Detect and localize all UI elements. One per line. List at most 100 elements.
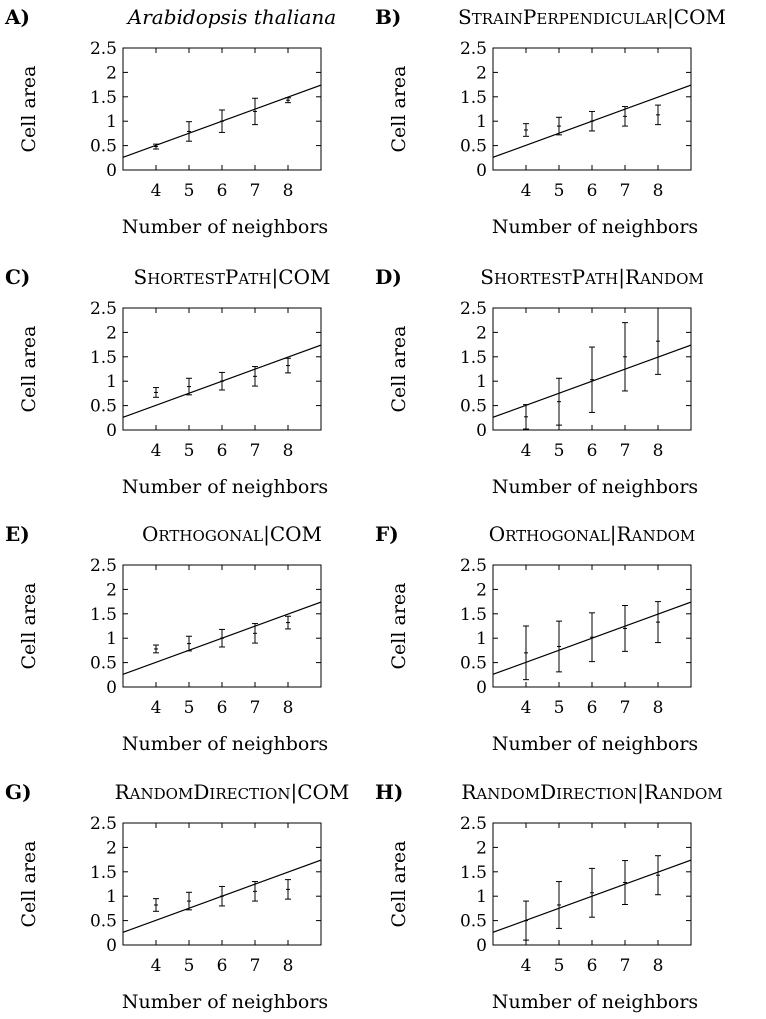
panel-h: H) RANDOMDIRECTION|RANDOM 0 0.5 1 1.5 2 2.5 4 5 6 7… [375,780,723,1013]
x-tick-label: 5 [184,441,195,461]
y-tick-label: 0.5 [90,137,117,157]
x-tick-label: 8 [283,181,294,201]
panel-title: RANDOMDIRECTION|COM [115,780,350,805]
panel-label: G) [5,780,32,804]
y-tick-label: 2.5 [460,556,487,576]
y-tick-label: 1.5 [460,863,487,883]
data-point [523,625,529,681]
y-tick-label: 0.5 [90,912,117,932]
x-tick-label: 8 [653,698,664,718]
data-point [622,322,628,392]
x-tick-label: 4 [151,956,162,976]
panel-g: G) RANDOMDIRECTION|COM 0 0.5 1 1.5 2 2.5 4 5 6 7 8 Nu… [5,780,349,1013]
panel-label: B) [375,5,401,29]
data-point [186,891,192,911]
x-tick-label: 8 [653,441,664,461]
data-point [556,881,562,929]
panel-d: D) SHORTESTPATH|RANDOM 0 0.5 1 1.5 2 2.5 4 5 6 7 8 Nu… [375,265,704,498]
y-tick-label: 2 [106,63,117,83]
data-point [153,143,159,150]
y-tick-label: 0.5 [460,137,487,157]
x-tick-label: 4 [521,698,532,718]
x-tick-label: 5 [554,181,565,201]
x-axis-title: Number of neighbors [492,216,698,238]
x-tick-label: 7 [620,698,631,718]
x-tick-label: 6 [587,441,598,461]
x-tick-label: 8 [653,181,664,201]
y-tick-label: 0.5 [460,912,487,932]
x-tick-label: 5 [184,698,195,718]
data-point [252,881,258,902]
x-tick-label: 4 [521,441,532,461]
y-tick-label: 1.5 [90,88,117,108]
y-axis-title: Cell area [388,841,410,928]
x-tick-label: 6 [217,956,228,976]
x-tick-label: 6 [587,956,598,976]
panel-title: SHORTESTPATH|COM [134,265,331,290]
panel-title: ORTHOGONAL|COM [142,522,322,547]
y-tick-label: 1.5 [90,605,117,625]
x-tick-label: 6 [217,181,228,201]
x-tick-label: 5 [554,441,565,461]
x-axis-title: Number of neighbors [492,991,698,1013]
x-tick-label: 7 [620,181,631,201]
x-tick-label: 7 [250,956,261,976]
panel-title: RANDOMDIRECTION|RANDOM [461,780,722,805]
y-tick-label: 2 [106,323,117,343]
x-tick-label: 5 [554,698,565,718]
plot-frame [122,307,322,431]
x-tick-label: 4 [151,441,162,461]
y-tick-label: 2 [106,838,117,858]
y-tick-label: 2.5 [90,556,117,576]
y-axis-title: Cell area [388,66,410,153]
y-tick-label: 1 [476,887,487,907]
data-point [186,377,192,396]
plot-frame [122,47,322,171]
y-tick-label: 1.5 [460,605,487,625]
data-point [186,121,192,142]
x-tick-label: 8 [283,698,294,718]
y-tick-label: 0.5 [90,397,117,417]
x-tick-label: 4 [521,181,532,201]
data-point [523,123,529,137]
y-tick-label: 2.5 [90,814,117,834]
data-point [285,879,291,900]
data-point [186,635,192,652]
data-point [219,628,225,648]
data-point [655,855,661,896]
y-tick-label: 2 [476,838,487,858]
plot-frame [122,822,322,946]
panel-c: C) SHORTESTPATH|COM 0 0.5 1 1.5 2 2.5 4 5 6 7 8 Numbe… [5,265,330,498]
panel-title: SHORTESTPATH|RANDOM [480,265,703,290]
y-tick-label: 2.5 [460,814,487,834]
y-tick-label: 0 [476,161,487,181]
plot-frame [122,564,322,688]
x-axis-title: Number of neighbors [122,991,328,1013]
data-point [655,308,661,375]
data-point [153,898,159,912]
panel-e: E) ORTHOGONAL|COM 0 0.5 1 1.5 2 2.5 4 5 6 7 8 Number … [5,522,328,755]
x-axis-title: Number of neighbors [122,476,328,498]
y-tick-label: 0.5 [90,654,117,674]
y-axis-title: Cell area [18,841,40,928]
y-tick-label: 0.5 [460,397,487,417]
y-tick-label: 0 [106,161,117,181]
data-point [589,110,595,132]
x-axis-title: Number of neighbors [122,733,328,755]
data-point [556,377,562,426]
panel-b: B) STRAINPERPENDICULAR|COM 0 0.5 1 1.5 2 2.5 4 5 6… [375,5,726,238]
data-point [655,104,661,126]
x-axis-title: Number of neighbors [122,216,328,238]
x-tick-label: 4 [151,181,162,201]
y-axis-title: Cell area [388,583,410,670]
panel-label: D) [375,265,402,289]
panel-label: C) [5,265,30,289]
y-tick-label: 2.5 [90,299,117,319]
y-tick-label: 2 [476,63,487,83]
x-tick-label: 7 [620,956,631,976]
y-tick-label: 0 [476,936,487,956]
x-tick-label: 6 [217,698,228,718]
y-tick-label: 0.5 [460,654,487,674]
y-tick-label: 1 [106,629,117,649]
